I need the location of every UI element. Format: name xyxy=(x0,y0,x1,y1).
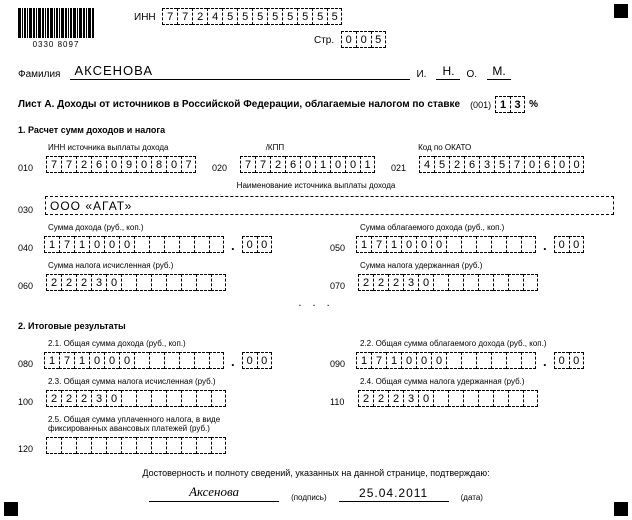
surname-label: Фамилия xyxy=(18,69,60,80)
cells-050b: 00 xyxy=(554,236,584,253)
rate-code: (001) xyxy=(470,100,491,110)
cells-090b: 00 xyxy=(554,352,584,369)
cap22: 2.2. Общая сумма облагаемого дохода (руб… xyxy=(360,339,614,348)
initial-o-label: О. xyxy=(466,69,477,80)
list-title: Лист А. Доходы от источников в Российско… xyxy=(18,99,460,110)
separator-dots: . . . xyxy=(18,297,614,309)
code-020: 020 xyxy=(212,163,234,173)
cells-010: 7726090807 xyxy=(46,156,196,173)
cap-inn-src: ИНН источника выплаты дохода xyxy=(48,143,266,152)
cells-020: 772601001 xyxy=(240,156,375,173)
inn-cells: 772455555555 xyxy=(162,8,342,25)
sign-label: (подпись) xyxy=(291,493,327,502)
code-120: 120 xyxy=(18,444,40,454)
cells-110: 22230 xyxy=(358,390,538,407)
cells-040b: 00 xyxy=(242,236,272,253)
cap-income: Сумма дохода (руб., коп.) xyxy=(48,223,302,232)
cap-kpp: /КПП xyxy=(266,143,418,152)
cells-040a: 171000 xyxy=(44,236,224,253)
code-060: 060 xyxy=(18,281,40,291)
code-090: 090 xyxy=(330,359,352,369)
cap-tax-held: Сумма налога удержанная (руб.) xyxy=(360,261,614,270)
code-110: 110 xyxy=(330,397,352,407)
code-040: 040 xyxy=(18,243,40,253)
date-label: (дата) xyxy=(461,493,483,502)
cells-021: 45263570600 xyxy=(419,156,584,173)
cells-080b: 00 xyxy=(242,352,272,369)
cap-tax-calc: Сумма налога исчисленная (руб.) xyxy=(48,261,302,270)
cells-070: 22230 xyxy=(358,274,538,291)
surname-value: АКСЕНОВА xyxy=(70,63,410,80)
payer-name: ООО «АГАТ» xyxy=(45,196,614,215)
cap-taxable: Сумма облагаемого дохода (руб., коп.) xyxy=(360,223,614,232)
cap25: 2.5. Общая сумма уплаченного налога, в в… xyxy=(48,415,278,433)
cap24: 2.4. Общая сумма налога удержанная (руб.… xyxy=(360,377,614,386)
code-021: 021 xyxy=(391,163,413,173)
s2-title: 2. Итоговые результаты xyxy=(18,321,614,331)
code-070: 070 xyxy=(330,281,352,291)
initial-i-label: И. xyxy=(416,69,426,80)
initial-o: М. xyxy=(487,64,511,80)
cells-080a: 171000 xyxy=(44,352,224,369)
cells-120 xyxy=(46,437,226,454)
date: 25.04.2011 xyxy=(339,486,449,502)
cells-060: 22230 xyxy=(46,274,226,291)
initial-i: Н. xyxy=(436,64,460,80)
code-100: 100 xyxy=(18,397,40,407)
code-080: 080 xyxy=(18,359,40,369)
cap-payer: Наименование источника выплаты дохода xyxy=(18,181,614,190)
code-050: 050 xyxy=(330,243,352,253)
cap23: 2.3. Общая сумма налога исчисленная (руб… xyxy=(48,377,302,386)
page-label: Стр. xyxy=(314,35,334,46)
barcode-number: 0330 8097 xyxy=(33,40,80,49)
barcode: 0330 8097 xyxy=(18,8,94,49)
s1-title: 1. Расчет сумм доходов и налога xyxy=(18,125,614,135)
code-030: 030 xyxy=(18,205,39,215)
cells-100: 22230 xyxy=(46,390,226,407)
page-cells: 005 xyxy=(341,31,386,48)
rate-cells: 13 xyxy=(495,96,525,113)
footer-text: Достоверность и полноту сведений, указан… xyxy=(18,468,614,478)
code-010: 010 xyxy=(18,163,40,173)
cells-050a: 171000 xyxy=(356,236,536,253)
cells-090a: 171000 xyxy=(356,352,536,369)
cap-okato: Код по ОКАТО xyxy=(418,143,614,152)
inn-label: ИНН xyxy=(134,12,156,23)
cap21: 2.1. Общая сумма дохода (руб., коп.) xyxy=(48,339,302,348)
pct: % xyxy=(529,99,538,110)
signature: Аксенова xyxy=(149,484,279,502)
